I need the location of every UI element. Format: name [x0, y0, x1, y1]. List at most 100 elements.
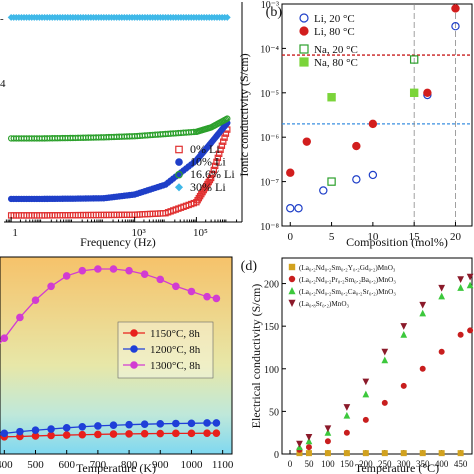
- x-tick-label: 800: [121, 459, 138, 471]
- series-a-2: [7, 115, 231, 142]
- legend-c: 1150°C, 8h 1200°C, 8h 1300°C, 8h: [117, 321, 214, 379]
- data-point: [381, 348, 389, 356]
- y-tick-label: 150: [264, 322, 279, 333]
- series-d-2: [296, 281, 474, 451]
- data-point: [419, 450, 426, 457]
- legend-label: Na, 20 °C: [314, 44, 358, 56]
- data-point: [457, 276, 464, 284]
- legend-label: 10% Li: [190, 155, 226, 169]
- series-d-0: [296, 450, 464, 457]
- data-point: [286, 204, 295, 213]
- legend-label: Na, 80 °C: [314, 57, 358, 69]
- data-point: [125, 266, 133, 275]
- data-point: [352, 175, 361, 184]
- data-point: [78, 422, 87, 431]
- y-tick-label: -: [0, 13, 4, 25]
- data-point: [187, 419, 196, 428]
- data-point: [172, 429, 180, 438]
- data-point: [319, 186, 328, 195]
- x-tick-label: 450: [454, 459, 468, 469]
- data-point: [94, 430, 102, 439]
- data-point: [400, 382, 407, 389]
- data-point: [220, 138, 227, 145]
- x-axis-label: Composition (mol%): [346, 235, 448, 249]
- data-point: [438, 292, 446, 300]
- legend-marker: [299, 57, 309, 67]
- y-tick-label: 10⁻⁶: [260, 133, 279, 144]
- data-point: [343, 450, 350, 457]
- legend-marker: [130, 345, 138, 353]
- data-point: [362, 450, 369, 457]
- series-a-3: [7, 13, 231, 21]
- legend-marker: [174, 183, 184, 192]
- data-point: [466, 273, 474, 281]
- x-tick-label: 10: [367, 231, 379, 243]
- x-tick-label: 700: [90, 459, 107, 471]
- legend-marker: [175, 170, 183, 179]
- plot-frame: [281, 3, 473, 227]
- data-point: [400, 330, 408, 338]
- data-point: [419, 309, 427, 317]
- data-point: [16, 427, 24, 436]
- x-tick-label: 10⁵: [193, 227, 208, 239]
- data-point: [94, 265, 102, 273]
- panel-label: (d): [241, 259, 258, 274]
- data-point: [324, 450, 331, 457]
- data-point: [203, 429, 211, 437]
- data-point: [438, 284, 446, 292]
- data-point: [438, 450, 445, 457]
- x-axis-label: Temperature (°C): [355, 461, 439, 474]
- data-point: [109, 430, 118, 438]
- series-b-1: [286, 4, 460, 177]
- x-tick-label: 1100: [212, 459, 234, 471]
- legend-label: Li, 80 °C: [314, 26, 355, 38]
- data-point: [0, 334, 9, 343]
- series-c-0: [0, 429, 221, 441]
- data-point: [457, 450, 464, 457]
- data-point: [305, 433, 313, 441]
- legend-marker: [299, 13, 309, 23]
- data-point: [419, 365, 426, 372]
- y-tick-label: 10⁻⁷: [260, 178, 279, 189]
- legend-marker: [299, 26, 309, 36]
- legend-label: (La₀.₂Nd₀.₂Sm₀.₂Y₀.₂Gd₀.₂)MnO₃: [299, 264, 396, 272]
- x-tick-label: 300: [397, 459, 411, 469]
- data-point: [343, 411, 351, 419]
- data-point: [62, 431, 71, 439]
- data-point: [187, 429, 196, 438]
- legend-marker: [175, 145, 183, 154]
- data-point: [0, 429, 9, 438]
- y-tick-label: 4: [0, 78, 6, 90]
- legend-marker: [130, 361, 138, 369]
- data-point: [221, 134, 228, 141]
- x-tick-label: 5: [329, 231, 335, 243]
- data-point: [409, 55, 419, 64]
- x-tick-label: 400: [0, 459, 13, 471]
- data-point: [438, 348, 445, 355]
- x-axis-label: Temperature (K): [76, 461, 156, 474]
- legend-b: Li, 20 °CLi, 80 °C Na, 20 °CNa, 80 °C: [299, 13, 358, 69]
- legend-label: 1300°C, 8h: [150, 360, 201, 372]
- data-point: [212, 419, 221, 427]
- series-c-1: [0, 419, 221, 438]
- y-tick-label: 200: [264, 280, 279, 291]
- data-point: [213, 158, 220, 166]
- legend-label: 0% Li: [190, 142, 220, 156]
- legend-label: 16.6% Li: [190, 167, 235, 181]
- data-point: [125, 420, 133, 429]
- data-point: [31, 426, 40, 435]
- data-point: [94, 422, 102, 430]
- panel-d: 0 50 100 150 200 250 300 350 400 450 0 50 100 150 200 (…: [241, 257, 474, 474]
- data-point: [187, 287, 196, 296]
- data-point: [156, 420, 165, 428]
- data-point: [125, 430, 133, 438]
- legend-d: (La₀.₂Nd₀.₂Sm₀.₂Y₀.₂Gd₀.₂)MnO₃ (La₀.₂Nd₀.…: [288, 263, 396, 308]
- data-point: [224, 115, 231, 122]
- data-point: [156, 429, 165, 438]
- data-point: [294, 204, 303, 213]
- x-tick-label: 10³: [131, 227, 146, 239]
- data-point: [451, 4, 460, 13]
- x-tick-label: 0: [288, 231, 294, 243]
- panel-label: (b): [266, 5, 283, 20]
- panel-c: 400 500 600 700 800 900 1000 1100 Temperature (K…: [0, 256, 234, 474]
